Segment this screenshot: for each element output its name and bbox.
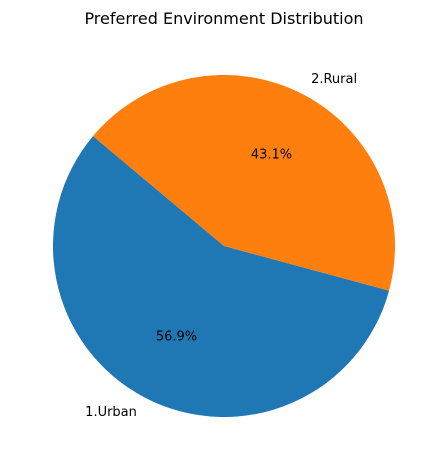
slice-category-label-2: 2.Rural: [311, 72, 357, 87]
slice-percent-label-2: 43.1%: [251, 148, 292, 163]
pie-slices: [52, 75, 395, 418]
slice-category-label-1: 1.Urban: [85, 405, 137, 420]
pie-labels: 56.9% 1.Urban 43.1% 2.Rural: [85, 72, 357, 420]
slice-percent-label-1: 56.9%: [156, 329, 197, 344]
pie-slice-2: [93, 75, 395, 291]
chart-title: Preferred Environment Distribution: [84, 9, 363, 28]
pie-slice-1: [52, 136, 390, 418]
